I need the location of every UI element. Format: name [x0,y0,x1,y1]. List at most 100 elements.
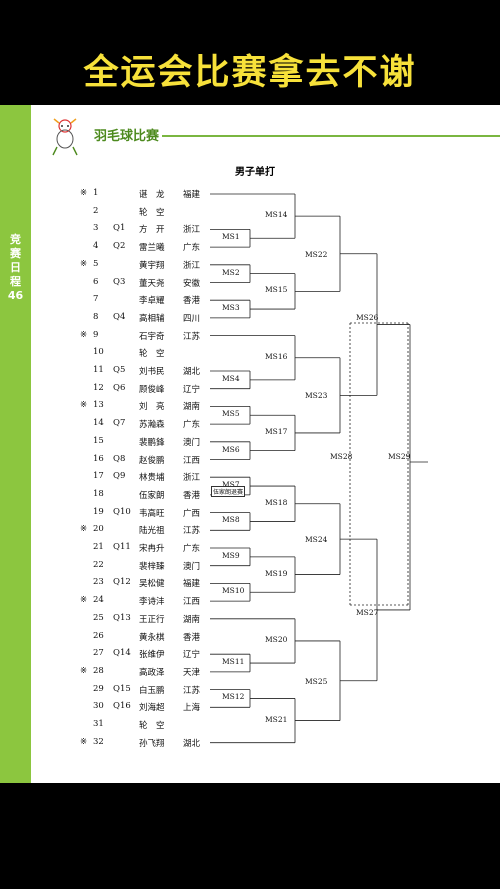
entry-num: 29 [93,683,104,694]
entry-name: 刘书民 [139,367,165,377]
entry-name: 刘海超 [139,703,165,714]
entry-num: 31 [93,719,104,729]
entry-prov: 广东 [183,243,201,254]
entry-prov: 广西 [183,508,201,519]
entry-prov: 香港 [183,296,201,307]
entry-prov: 安徽 [183,278,201,289]
match-label: MS23 [305,391,328,401]
entry-name: 黄永棋 [139,632,165,643]
entry-prov: 江苏 [183,685,201,696]
banner-title: 全运会比赛拿去不谢 [83,53,417,93]
entry-num: 22 [93,559,104,570]
entry-name: 裴鹏鋒 [139,437,165,448]
match-label: MS6 [222,444,240,454]
entry-num: 20 [93,524,104,535]
entry-name: 轮 空 [139,721,165,731]
match-label: MS26 [356,313,379,322]
entry-q: Q12 [113,577,131,588]
entry-num: 17 [93,471,104,482]
match-label: MS2 [222,267,240,277]
entry-prov: 福建 [183,190,201,200]
entry-name: 董天尧 [139,278,165,289]
entry-name: 高政泽 [139,667,165,678]
match-label: MS1 [222,232,240,242]
match-label: MS28 [330,452,353,461]
entry-name: 轮 空 [139,207,165,218]
match-label: MS19 [265,568,288,578]
entry-q: Q5 [113,365,126,375]
entry-prov: 浙江 [183,473,201,484]
match-label: MS10 [222,586,245,596]
match-label: MS22 [305,249,328,259]
match-label: MS17 [265,426,288,436]
entry-num: 8 [93,311,99,322]
entry-num: 4 [93,241,99,252]
entry-num: 25 [93,612,104,623]
match-label: MS11 [222,657,245,667]
match-label: MS29 [388,452,411,461]
entry-num: 18 [93,488,104,499]
bottom-bar [0,783,500,889]
entry-prov: 澳门 [183,561,201,572]
entry-prov: 浙江 [183,225,201,236]
entry-seed: ※ [80,665,88,676]
match-label: MS12 [222,692,245,702]
match-label: MS15 [265,285,288,295]
match-label: MS24 [305,535,328,545]
entry-num: 9 [93,329,99,340]
entry-prov: 湖北 [183,738,201,749]
match-label: MS27 [356,608,379,617]
entry-name: 王正行 [139,614,165,625]
entry-name: 张维伊 [139,650,165,661]
entry-prov: 江苏 [183,331,201,342]
entry-name: 谌 龙 [139,190,165,200]
draw-bracket [210,193,428,744]
entry-prov: 广东 [183,420,201,431]
entry-name: 苏瀚森 [139,420,165,431]
entry-num: 16 [93,453,104,464]
withdrawal-note: 伍家朗退赛 [211,485,246,497]
entry-q: Q11 [113,542,131,552]
entry-name: 裴梓臻 [139,561,165,572]
entry-q: Q7 [113,418,126,429]
entry-q: Q3 [113,276,126,287]
match-label: MS14 [265,210,288,220]
entry-prov: 江苏 [183,526,201,537]
side-tab-label: 竞 赛 日 程 46 [0,233,31,303]
entry-name: 刘 亮 [139,402,165,413]
entry-prov: 湖南 [183,402,201,413]
entry-num: 12 [93,382,104,393]
entry-num: 26 [93,630,104,641]
side-label-char: 日 [10,261,21,274]
match-label: MS4 [222,373,240,383]
top-banner: 全运会比赛拿去不谢 [0,0,500,105]
schedule-page: 竞 赛 日 程 46 羽毛球比赛 男子单打 ※ 1 谌 龙福建 2 轮 空 3 Q1 方 开浙… [0,105,500,783]
match-label: MS3 [222,303,240,313]
entry-q: Q14 [113,648,131,659]
entry-q: Q4 [113,311,126,322]
entry-name: 白玉鹏 [139,685,165,696]
entry-name: 宋冉升 [139,544,165,554]
entry-prov: 辽宁 [183,384,201,395]
entry-prov: 天津 [183,667,201,678]
entry-prov: 湖北 [183,367,201,377]
entry-seed: ※ [80,400,88,411]
match-label: MS20 [265,634,288,644]
entry-q: Q9 [113,471,126,482]
entry-prov: 浙江 [183,260,201,271]
entry-name: 林贵埔 [139,473,165,484]
entry-q: Q2 [113,241,126,252]
entry-q: Q15 [113,683,131,694]
entry-seed: ※ [80,524,88,535]
entry-q: Q6 [113,382,126,393]
entry-num: 32 [93,736,104,747]
entry-name: 孙飞翔 [139,738,165,749]
entry-seed: ※ [80,329,88,340]
entry-name: 伍家朗 [139,490,165,501]
side-label-char: 程 [10,275,21,288]
entry-num: 1 [93,188,99,198]
entry-seed: ※ [80,736,88,747]
entry-name: 李诗沣 [139,597,165,608]
section-divider [162,135,500,137]
match-label: MS8 [222,515,240,525]
